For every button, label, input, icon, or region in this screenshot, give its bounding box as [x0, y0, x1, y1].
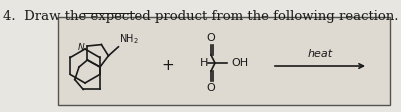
Text: H: H — [199, 58, 208, 68]
Text: +: + — [161, 58, 174, 73]
Text: heat: heat — [307, 49, 332, 59]
Text: 4.  Draw the expected product from the following reaction.: 4. Draw the expected product from the fo… — [3, 10, 397, 23]
Text: NH$_2$: NH$_2$ — [119, 32, 139, 46]
Text: O: O — [206, 33, 215, 43]
Text: N: N — [77, 42, 84, 52]
Text: OH: OH — [231, 58, 247, 68]
Text: O: O — [206, 83, 215, 93]
FancyBboxPatch shape — [58, 17, 389, 105]
